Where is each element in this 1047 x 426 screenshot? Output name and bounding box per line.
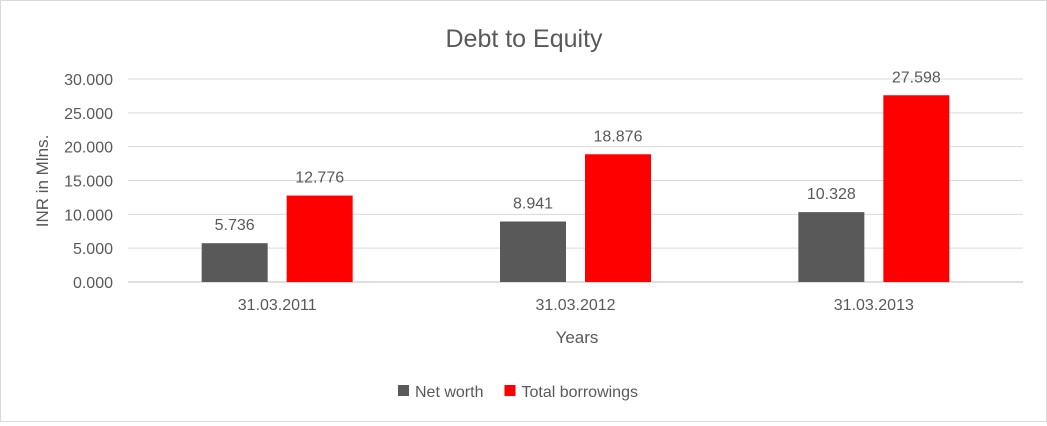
legend-swatch (504, 385, 516, 396)
legend-label: Net worth (415, 384, 483, 401)
chart-title: Debt to Equity (445, 25, 603, 53)
y-axis-label: INR in Mlns. (33, 135, 52, 228)
data-label: 18.876 (594, 128, 643, 145)
y-tick-label: 5.000 (73, 241, 113, 258)
x-tick-label: 31.03.2012 (535, 297, 615, 314)
x-tick-label: 31.03.2011 (238, 297, 317, 314)
y-tick-label: 25.000 (64, 106, 113, 123)
data-label: 12.776 (295, 170, 344, 187)
bar-net-worth (201, 243, 268, 282)
y-tick-label: 10.000 (64, 207, 113, 224)
data-label: 8.941 (513, 195, 553, 212)
legend-swatch (398, 385, 409, 396)
data-label: 10.328 (807, 186, 856, 203)
x-axis-label: Years (556, 328, 599, 347)
bar-net-worth (798, 212, 865, 282)
x-tick-label: 31.03.2013 (834, 297, 914, 314)
y-tick-label: 15.000 (64, 174, 113, 191)
bar-total-borrowings (585, 154, 651, 282)
y-tick-label: 0.000 (73, 275, 113, 292)
bar-total-borrowings (286, 195, 353, 282)
y-tick-label: 30.000 (64, 72, 113, 89)
bar-net-worth (500, 221, 566, 282)
legend-label: Total borrowings (521, 384, 638, 401)
bar-total-borrowings (883, 95, 950, 282)
data-label: 5.736 (215, 217, 255, 234)
y-tick-label: 20.000 (64, 140, 113, 157)
data-label: 27.598 (892, 69, 941, 86)
